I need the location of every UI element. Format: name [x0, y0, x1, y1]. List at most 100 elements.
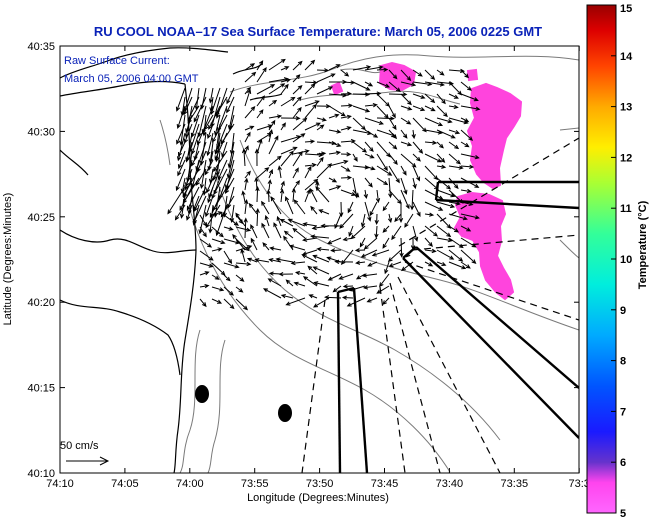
- current-arrow: [340, 126, 352, 131]
- current-arrow: [186, 204, 193, 221]
- current-arrow: [436, 69, 445, 76]
- current-arrow: [310, 234, 330, 239]
- x-tick-label: 73:50: [306, 478, 334, 490]
- current-arrow: [304, 139, 316, 144]
- annotation-line-1: Raw Surface Current:: [64, 55, 170, 67]
- current-arrow: [220, 195, 235, 218]
- current-arrow: [292, 133, 306, 143]
- current-arrow: [412, 153, 421, 162]
- current-arrow: [206, 132, 214, 157]
- current-arrow: [288, 244, 306, 251]
- current-arrow: [436, 129, 456, 139]
- current-arrow: [195, 168, 207, 186]
- x-tick-label: 73:55: [241, 478, 269, 490]
- scale-label: 50 cm/s: [60, 440, 99, 452]
- current-arrow: [167, 186, 186, 215]
- current-arrow: [223, 274, 231, 282]
- current-arrow: [176, 105, 186, 129]
- current-arrow: [360, 213, 366, 228]
- current-arrow: [287, 218, 306, 227]
- current-arrow: [460, 93, 479, 102]
- current-arrow: [301, 254, 318, 263]
- current-vectors: [167, 58, 481, 311]
- current-arrow: [328, 141, 342, 147]
- current-arrow: [183, 123, 193, 144]
- current-arrow: [304, 178, 319, 191]
- current-arrow: [424, 93, 436, 104]
- current-arrow: [178, 141, 186, 158]
- current-arrow: [280, 150, 294, 167]
- current-arrow: [241, 148, 247, 167]
- current-arrow: [307, 265, 318, 275]
- current-arrow: [339, 201, 344, 218]
- current-arrow: [280, 122, 286, 131]
- current-arrow: [369, 201, 378, 217]
- radial-lines: [301, 137, 579, 473]
- current-arrow: [291, 187, 296, 203]
- current-arrow: [388, 117, 397, 131]
- current-arrow: [211, 247, 223, 252]
- current-arrow: [185, 168, 193, 188]
- current-arrow: [175, 168, 186, 192]
- y-tick-label: 40:25: [27, 212, 55, 224]
- current-arrow: [268, 114, 283, 119]
- current-arrow: [312, 254, 330, 263]
- current-arrow: [332, 285, 342, 293]
- current-arrow: [279, 218, 294, 227]
- current-arrow: [382, 225, 390, 233]
- current-arrow: [400, 117, 412, 125]
- current-arrow: [199, 298, 207, 308]
- current-arrow: [235, 238, 250, 252]
- current-arrow: [388, 81, 401, 93]
- current-arrow: [316, 86, 334, 95]
- current-arrow: [235, 226, 252, 232]
- current-arrow: [460, 188, 472, 194]
- current-arrow: [276, 215, 282, 227]
- annotation-line-2: March 05, 2006 04:00 GMT: [64, 73, 199, 85]
- current-arrow: [436, 93, 446, 105]
- colorbar-tick-label: 6: [620, 457, 626, 469]
- current-arrow: [256, 60, 264, 71]
- colorbar-tick-label: 9: [620, 305, 626, 317]
- current-arrow: [359, 237, 366, 248]
- current-arrow: [250, 224, 258, 239]
- current-arrow: [340, 165, 351, 172]
- current-arrow: [174, 204, 186, 221]
- current-arrow: [266, 189, 271, 203]
- current-arrow: [243, 217, 248, 239]
- current-arrow: [328, 177, 338, 183]
- current-arrow: [293, 281, 306, 287]
- current-arrow: [334, 259, 354, 264]
- map-area: [60, 46, 579, 473]
- current-arrow: [460, 105, 481, 111]
- current-arrow: [316, 163, 333, 179]
- current-arrow: [388, 261, 402, 268]
- current-arrow: [394, 213, 402, 223]
- current-arrow: [436, 189, 456, 198]
- current-arrow: [304, 165, 312, 179]
- current-arrow: [328, 105, 346, 117]
- current-arrow: [460, 213, 480, 220]
- current-arrow: [366, 297, 378, 303]
- current-arrow: [376, 153, 388, 172]
- current-arrow: [208, 168, 221, 199]
- current-arrow: [328, 129, 342, 134]
- current-arrow: [254, 258, 270, 263]
- current-arrow: [199, 238, 213, 248]
- current-arrow: [326, 256, 342, 263]
- current-arrow: [244, 170, 251, 179]
- current-arrow: [268, 168, 273, 179]
- current-arrow: [460, 249, 477, 264]
- current-arrow: [388, 69, 398, 80]
- current-arrow: [364, 103, 378, 108]
- current-arrow: [364, 153, 375, 159]
- current-arrow: [280, 66, 290, 71]
- current-arrow: [364, 65, 384, 71]
- current-arrow: [379, 273, 390, 288]
- current-arrow: [254, 148, 260, 167]
- current-arrow: [211, 298, 223, 304]
- current-arrow: [400, 105, 413, 111]
- current-arrow: [424, 248, 437, 254]
- current-arrow: [279, 188, 285, 203]
- current-arrow: [312, 266, 330, 275]
